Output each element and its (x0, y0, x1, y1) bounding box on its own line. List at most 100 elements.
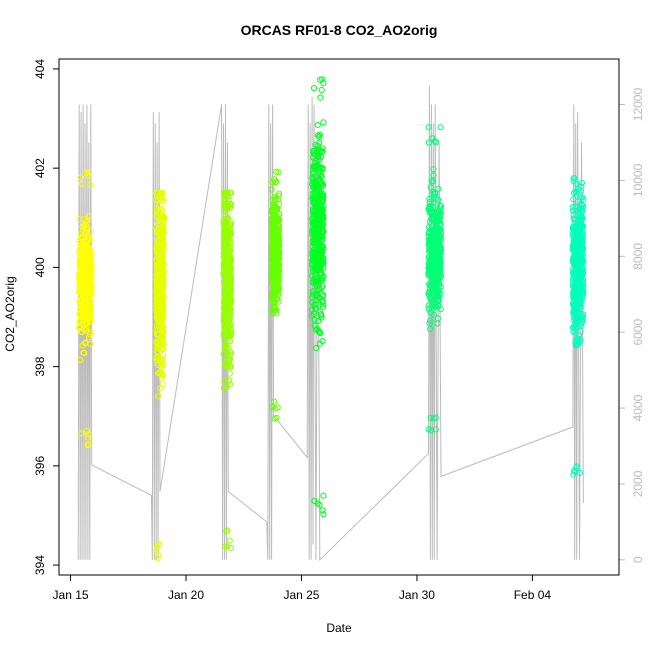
co2-point (437, 291, 444, 298)
co2-point (574, 305, 581, 312)
co2-point (316, 286, 323, 293)
co2-point (313, 203, 320, 210)
y2-tick-label: 2000 (631, 470, 645, 497)
co2-point (572, 278, 579, 285)
co2-point (428, 281, 435, 288)
y2-tick-label: 12000 (631, 88, 645, 122)
co2-point (311, 316, 318, 323)
co2-point (85, 249, 92, 256)
co2-point (319, 228, 326, 235)
co2-point (316, 139, 323, 146)
co2-point (157, 341, 164, 348)
co2-point (315, 327, 322, 334)
co2-point (319, 299, 326, 306)
co2-point (87, 181, 94, 188)
co2-point (226, 370, 233, 377)
co2-point (158, 365, 165, 372)
co2-point (578, 202, 586, 209)
co2-point (316, 234, 323, 241)
co2-series-6 (425, 124, 445, 434)
co2-point (272, 203, 279, 210)
co2-point (158, 218, 165, 225)
co2-point (310, 255, 317, 262)
co2-point (320, 192, 327, 199)
co2-point (309, 306, 316, 313)
co2-point (426, 202, 433, 209)
co2-point (318, 86, 325, 94)
co2-point (78, 320, 85, 327)
co2-point (85, 172, 92, 179)
co2-point (84, 428, 91, 435)
co2-point (572, 252, 579, 259)
co2-point (224, 527, 231, 534)
co2-point (268, 273, 275, 280)
co2-point (430, 172, 437, 179)
co2-point (155, 189, 162, 197)
co2-point (221, 296, 228, 303)
co2-point (573, 315, 581, 322)
co2-point (227, 545, 234, 552)
co2-point (576, 210, 583, 217)
co2-point (571, 314, 578, 321)
co2-point (84, 434, 91, 441)
co2-point (571, 189, 578, 196)
co2-point (316, 251, 323, 258)
co2-point (314, 142, 321, 149)
co2-point (269, 207, 276, 214)
co2-point (313, 290, 320, 297)
co2-point (434, 236, 442, 243)
co2-point (159, 189, 166, 197)
co2-series-2 (153, 189, 167, 562)
co2-point (227, 333, 234, 340)
co2-point (275, 169, 282, 176)
co2-point (78, 180, 85, 187)
co2-point (437, 246, 444, 253)
co2-point (430, 166, 437, 173)
co2-point (580, 282, 587, 289)
co2-point (579, 279, 586, 286)
co2-point (154, 555, 161, 562)
co2-point (313, 163, 321, 170)
co2-point (222, 265, 229, 272)
co2-point (158, 328, 165, 335)
co2-point (320, 80, 327, 87)
co2-point (85, 212, 93, 220)
co2-point (575, 296, 582, 303)
co2-point (312, 266, 319, 273)
co2-point (276, 190, 283, 197)
co2-point (226, 318, 233, 325)
co2-point (309, 228, 316, 235)
co2-point (223, 349, 230, 356)
co2-points-layer (76, 76, 587, 562)
co2-point (426, 230, 433, 237)
co2-point (574, 297, 581, 304)
co2-point (573, 463, 580, 470)
co2-point (313, 277, 320, 284)
co2-point (226, 537, 233, 544)
co2-point (572, 337, 580, 345)
co2-point (428, 297, 435, 304)
co2-point (159, 306, 166, 313)
co2-point (226, 272, 233, 279)
co2-point (271, 398, 278, 405)
x-tick-label: Jan 30 (399, 588, 435, 602)
co2-point (578, 268, 585, 275)
co2-series-7 (569, 175, 587, 478)
co2-point (78, 329, 86, 336)
co2-point (427, 414, 434, 421)
co2-point (77, 356, 84, 364)
co2-point (569, 246, 576, 253)
co2-point (223, 383, 231, 391)
co2-point (433, 210, 440, 217)
co2-point (85, 301, 92, 308)
co2-point (425, 289, 433, 296)
co2-point (319, 215, 326, 222)
co2-point (85, 441, 92, 448)
co2-point (156, 319, 163, 326)
co2-point (434, 266, 441, 273)
co2-point (311, 322, 318, 329)
y-axis-label: CO2_AO2orig (3, 276, 17, 351)
co2-point (154, 236, 161, 243)
co2-point (222, 341, 229, 348)
